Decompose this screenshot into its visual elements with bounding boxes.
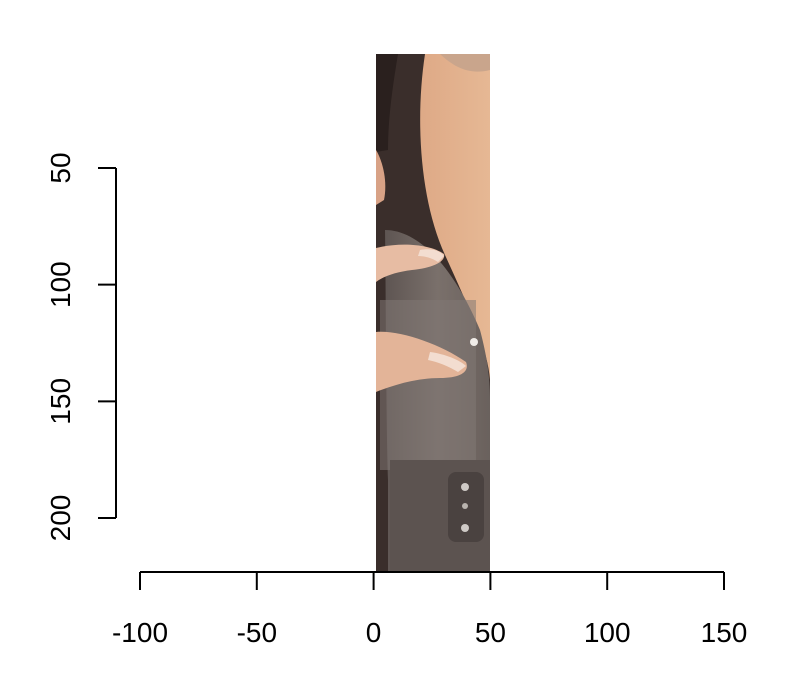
x-tick-label: 50 <box>475 617 506 648</box>
y-tick-label: 150 <box>45 378 76 425</box>
x-tick-label: 150 <box>701 617 748 648</box>
x-tick-label: -100 <box>112 617 168 648</box>
y-tick-label: 200 <box>45 495 76 542</box>
y-tick-label: 50 <box>45 152 76 183</box>
x-tick-label: -50 <box>237 617 277 648</box>
y-tick-label: 100 <box>45 261 76 308</box>
raster-image <box>376 54 490 571</box>
x-tick-label: 0 <box>366 617 382 648</box>
x-tick-label: 100 <box>584 617 631 648</box>
x-axis: -100 -50 0 50 100 150 <box>112 571 748 648</box>
y-axis: 50 100 150 200 <box>45 152 117 542</box>
